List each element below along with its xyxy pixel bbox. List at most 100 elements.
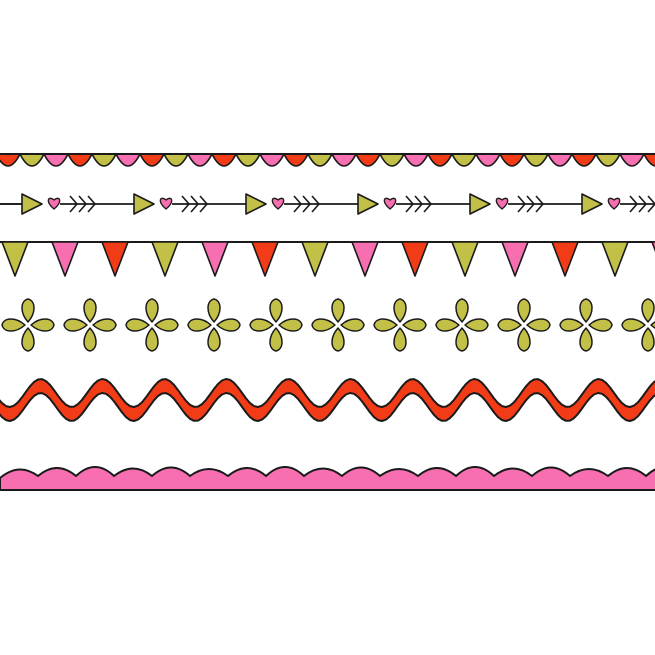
flower-petal (145, 298, 159, 323)
flower-petal (331, 327, 345, 352)
pennant-flag (651, 241, 655, 253)
pennant-flag (351, 241, 379, 277)
flower-petal (559, 318, 584, 332)
scallop (499, 153, 525, 167)
pennant-flag (1, 241, 29, 277)
scallop (235, 153, 261, 167)
flower-petal (464, 318, 489, 332)
flower-petal (92, 318, 117, 332)
hills-shape (0, 466, 655, 491)
flower-petal (497, 318, 522, 332)
scallop (259, 153, 285, 167)
flower-icon (497, 298, 551, 352)
flower-icon (63, 298, 117, 352)
flower-petal (650, 318, 655, 332)
arrow-feather (526, 195, 536, 213)
flower-icon (1, 298, 55, 352)
flower-petal (154, 318, 179, 332)
scallop (307, 153, 333, 167)
flower-petal (83, 327, 97, 352)
flower-icon (311, 298, 365, 352)
flower-petal (641, 327, 655, 352)
flower-petal (125, 318, 150, 332)
flower-icon (187, 298, 241, 352)
scallop (571, 153, 597, 167)
pennant-flag (551, 241, 579, 277)
flower-petal (207, 327, 221, 352)
arrow-feather (311, 195, 321, 213)
flower-petal (455, 327, 469, 352)
flower-icon (373, 298, 427, 352)
flower-petal (393, 298, 407, 323)
arrow-feather (405, 195, 415, 213)
pennant-flag (601, 241, 629, 277)
scallop (0, 153, 21, 167)
flower-petal (249, 318, 274, 332)
scallop (403, 153, 429, 167)
scallop (283, 153, 309, 167)
arrow-heart-border (0, 193, 655, 215)
arrow-feather (414, 195, 424, 213)
scallop (355, 153, 381, 167)
scallop (211, 153, 237, 167)
scallop (187, 153, 213, 167)
arrow-feather (181, 195, 191, 213)
heart-icon (271, 197, 285, 210)
flower-icon (435, 298, 489, 352)
arrow-head (357, 193, 379, 215)
arrow-feather (638, 195, 648, 213)
flower-petal (187, 318, 212, 332)
arrow-feather (647, 195, 655, 213)
flower-icon (559, 298, 613, 352)
flower-petal (455, 298, 469, 323)
scallop (163, 153, 189, 167)
heart-icon (607, 197, 621, 210)
wavy-ribbon (0, 378, 655, 422)
arrow-head (469, 193, 491, 215)
scallop (331, 153, 357, 167)
flower-icon (249, 298, 303, 352)
arrow-head (581, 193, 603, 215)
scallop (547, 153, 573, 167)
scallop (523, 153, 549, 167)
arrow-feather (190, 195, 200, 213)
flower-petal (269, 298, 283, 323)
wave-border (0, 378, 655, 422)
arrow-head (133, 193, 155, 215)
heart-icon (159, 197, 173, 210)
scallop (427, 153, 453, 167)
heart-icon (383, 197, 397, 210)
scallop (67, 153, 93, 167)
flower-petal (579, 298, 593, 323)
arrow-feather (199, 195, 209, 213)
flower-petal (393, 327, 407, 352)
scallop (379, 153, 405, 167)
flower-petal (278, 318, 303, 332)
scallop (19, 153, 45, 167)
arrow-feather (517, 195, 527, 213)
arrow-feather (69, 195, 79, 213)
flower-petal (588, 318, 613, 332)
flower-petal (517, 327, 531, 352)
flower-petal (21, 327, 35, 352)
scallop (115, 153, 141, 167)
flower-petal (63, 318, 88, 332)
scallop (643, 153, 655, 167)
pennant-flag (451, 241, 479, 277)
pink-hill-border (0, 466, 655, 491)
arrow-feather (629, 195, 639, 213)
flower-petal (621, 318, 646, 332)
pennant-flag (201, 241, 229, 277)
pennant-flag (251, 241, 279, 277)
scallop (43, 153, 69, 167)
heart-icon (47, 197, 61, 210)
arrow-feather (293, 195, 303, 213)
arrow-head (21, 193, 43, 215)
flower-icon (125, 298, 179, 352)
flower-petal (402, 318, 427, 332)
heart-icon (495, 197, 509, 210)
scallop-border (0, 153, 655, 167)
flower-petal (311, 318, 336, 332)
flower-petal (517, 298, 531, 323)
